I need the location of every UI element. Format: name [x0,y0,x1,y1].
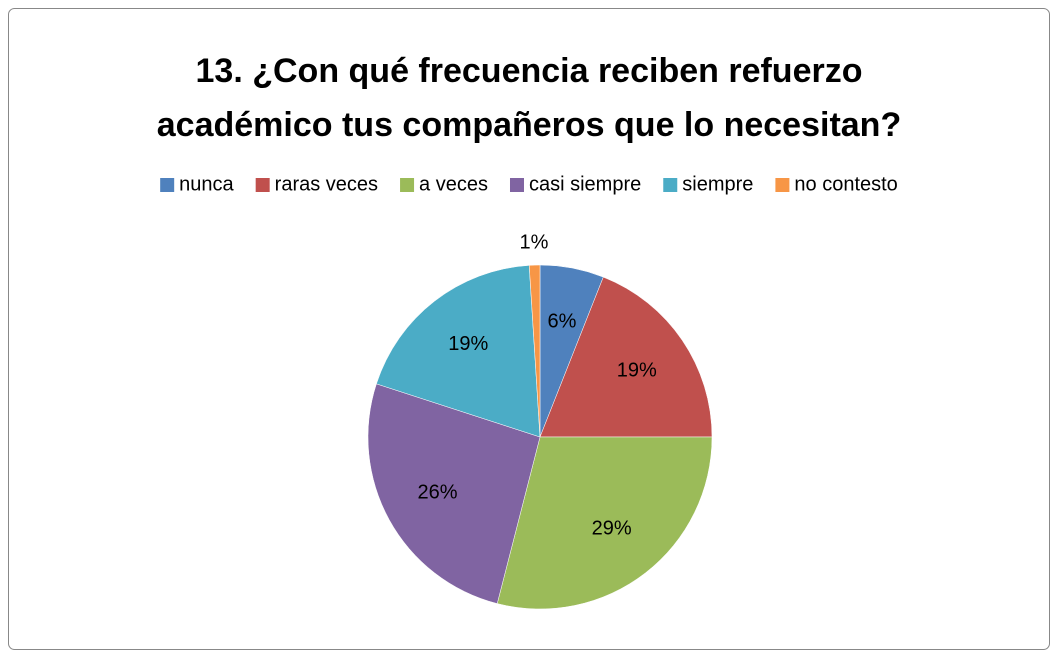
pie-slice [528,264,541,438]
legend: nunca raras veces a veces casi siempre siemp… [160,173,898,195]
data-label: 6% [547,310,576,332]
legend-label: no contesto [794,173,897,195]
legend-swatch [160,178,175,192]
legend-swatch [775,178,790,192]
legend-label: a veces [419,173,488,195]
legend-swatch [663,178,678,192]
legend-label: siempre [682,173,753,195]
pie-slice [367,383,541,604]
pie-slice [539,276,713,438]
data-label: 29% [592,518,632,540]
data-label: 19% [448,333,488,355]
chart-title: académico tus compañeros que lo necesita… [157,106,901,144]
chart-title: 13. ¿Con qué frecuencia reciben refuerzo [196,52,863,90]
legend-swatch [255,178,270,192]
legend-label: nunca [179,173,234,195]
legend-label: casi siempre [529,173,641,195]
legend-swatch [400,178,415,192]
data-label: 26% [417,482,457,504]
legend-label: raras veces [275,173,378,195]
pie-slice [376,265,541,438]
data-label: 19% [617,360,657,382]
data-label: 1% [519,231,548,253]
pie-slice [496,436,713,610]
legend-swatch [509,178,524,192]
